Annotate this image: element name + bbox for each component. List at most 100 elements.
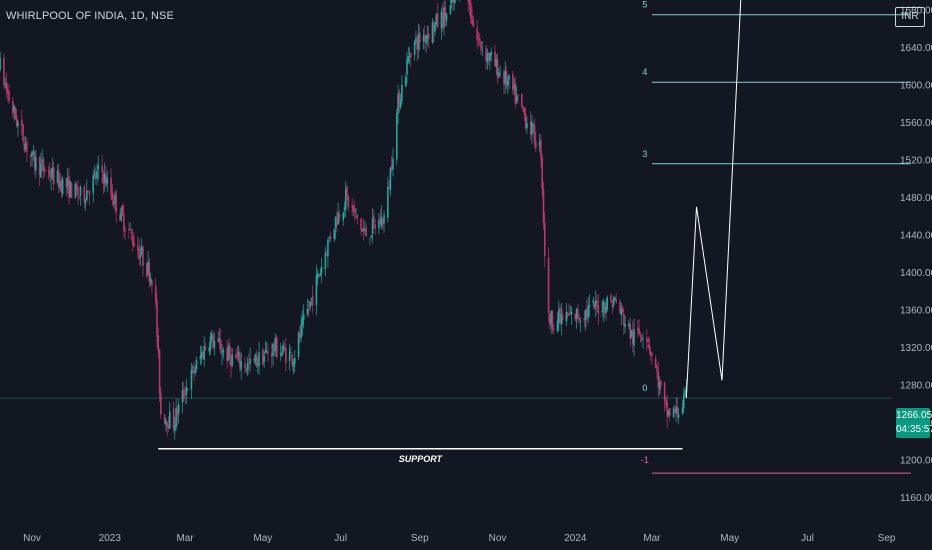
candle-body xyxy=(379,218,382,225)
x-tick-label: May xyxy=(253,533,272,544)
candle-body xyxy=(15,116,18,127)
candle-body xyxy=(22,124,24,142)
candle-body xyxy=(441,13,444,27)
candle-body xyxy=(654,358,657,369)
candle-body xyxy=(8,91,10,102)
y-tick-label: 1680.00 xyxy=(900,6,932,17)
candle-body xyxy=(397,94,399,114)
candle-body xyxy=(656,366,658,372)
candle-body xyxy=(480,41,482,50)
symbol-title[interactable]: WHIRLPOOL OF INDIA, 1D, NSE xyxy=(6,10,174,22)
currency-button[interactable]: INR xyxy=(895,7,925,27)
candle-body xyxy=(244,363,246,369)
y-tick-label: 1440.00 xyxy=(900,231,932,242)
candle-body xyxy=(333,229,336,240)
candle-body xyxy=(47,169,50,172)
candle-body xyxy=(675,406,677,414)
candle-body xyxy=(568,313,570,316)
candle-body xyxy=(665,399,667,405)
candle-body xyxy=(642,338,644,339)
candle-body xyxy=(596,301,598,304)
candle-body xyxy=(614,297,616,300)
candle-body xyxy=(477,40,480,42)
x-tick-label: May xyxy=(720,533,739,544)
candle-body xyxy=(452,0,454,2)
candle-body xyxy=(182,389,185,398)
candle-body xyxy=(443,7,445,28)
candle-body xyxy=(258,352,260,367)
candle-body xyxy=(137,245,139,251)
candle-body xyxy=(31,151,33,157)
candle-body xyxy=(416,40,419,50)
candle-body xyxy=(33,152,36,168)
candle-body xyxy=(110,177,112,194)
candle-body xyxy=(166,422,169,428)
candle-body xyxy=(57,170,60,188)
x-tick-label: 2023 xyxy=(99,533,122,544)
candle-body xyxy=(70,183,73,199)
candle-body xyxy=(318,275,320,276)
candle-body xyxy=(86,190,88,201)
x-tick-label: 2024 xyxy=(564,533,587,544)
candle-body xyxy=(154,286,157,302)
candle-body xyxy=(147,261,149,274)
candle-body xyxy=(41,160,44,162)
candle-body xyxy=(523,108,526,115)
candle-body xyxy=(94,173,97,179)
candle-body xyxy=(35,157,37,171)
candle-body xyxy=(369,238,371,240)
candle-body xyxy=(130,231,133,234)
candle-body xyxy=(587,306,589,319)
candle-body xyxy=(346,186,348,197)
candle-body xyxy=(297,332,300,358)
candle-body xyxy=(306,308,309,315)
candle-body xyxy=(103,173,106,183)
candle-body xyxy=(542,188,545,223)
candle-body xyxy=(293,358,296,365)
candle-body xyxy=(645,339,648,341)
candle-body xyxy=(417,33,420,50)
candle-body xyxy=(630,329,633,338)
candle-body xyxy=(301,318,304,326)
candle-body xyxy=(79,186,82,196)
candle-body xyxy=(102,173,105,184)
candle-body xyxy=(432,25,435,32)
candle-body xyxy=(594,300,597,307)
candle-body xyxy=(485,47,487,61)
candle-body xyxy=(51,168,54,178)
candle-body xyxy=(556,320,559,331)
candle-body xyxy=(674,408,676,413)
x-tick-label: Jul xyxy=(334,533,347,544)
candle-body xyxy=(623,313,625,326)
candle-body xyxy=(168,411,171,429)
candle-body xyxy=(624,323,626,328)
candle-body xyxy=(434,22,436,32)
candle-body xyxy=(603,302,606,314)
candle-body xyxy=(111,191,114,201)
candle-body xyxy=(681,406,684,414)
candle-body xyxy=(40,163,42,178)
candle-body xyxy=(336,219,338,226)
candle-body xyxy=(176,408,179,416)
candle-body xyxy=(140,247,143,255)
y-tick-label: 1560.00 xyxy=(900,118,932,129)
candle-body xyxy=(254,354,257,363)
candle-body xyxy=(145,263,148,276)
projection-path xyxy=(685,0,742,399)
candle-body xyxy=(5,82,8,91)
candle-body xyxy=(324,253,327,270)
candle-body xyxy=(222,350,225,353)
candle-body xyxy=(24,143,27,150)
candle-body xyxy=(378,220,380,229)
target-level-label: 0 xyxy=(642,383,647,393)
candle-body xyxy=(426,35,429,38)
candle-body xyxy=(550,310,552,325)
candle-body xyxy=(101,165,103,173)
x-tick-label: Nov xyxy=(23,533,41,544)
candle-body xyxy=(77,187,79,197)
candle-body xyxy=(227,346,230,361)
candle-body xyxy=(174,425,176,432)
candle-body xyxy=(605,307,607,313)
candle-body xyxy=(184,395,186,397)
